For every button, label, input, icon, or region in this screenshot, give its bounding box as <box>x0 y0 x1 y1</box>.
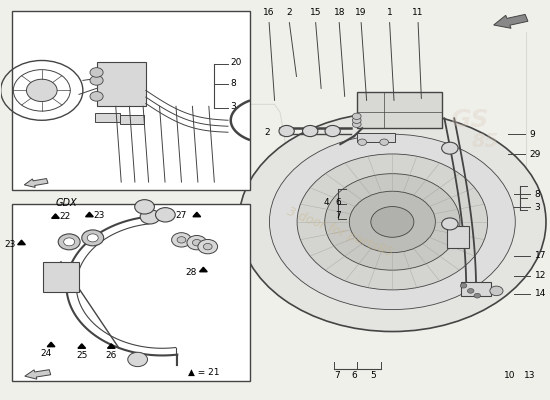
Ellipse shape <box>324 174 460 270</box>
Circle shape <box>135 200 155 214</box>
Polygon shape <box>86 212 94 217</box>
FancyArrow shape <box>24 178 48 188</box>
Text: GS: GS <box>450 108 488 132</box>
Text: 19: 19 <box>355 8 367 17</box>
Bar <box>357 92 442 128</box>
Circle shape <box>172 233 191 247</box>
Circle shape <box>90 92 103 101</box>
Polygon shape <box>47 342 55 347</box>
Text: 28: 28 <box>185 268 197 277</box>
FancyArrow shape <box>25 370 51 379</box>
Bar <box>447 226 469 248</box>
Circle shape <box>64 238 75 246</box>
Circle shape <box>442 218 458 230</box>
Text: 9: 9 <box>529 130 535 139</box>
Circle shape <box>460 283 467 288</box>
Circle shape <box>58 234 80 250</box>
Polygon shape <box>78 344 86 348</box>
Bar <box>12 204 250 381</box>
Text: 12: 12 <box>535 271 546 280</box>
Circle shape <box>204 244 212 250</box>
Circle shape <box>90 76 103 85</box>
Text: 5: 5 <box>370 371 376 380</box>
Text: 4: 4 <box>324 198 329 207</box>
Text: 6: 6 <box>336 198 342 207</box>
Bar <box>97 62 146 106</box>
Text: ▲ = 21: ▲ = 21 <box>188 368 220 377</box>
Ellipse shape <box>349 191 436 253</box>
Ellipse shape <box>297 154 488 290</box>
Text: 10: 10 <box>504 371 516 380</box>
Circle shape <box>490 286 503 296</box>
Circle shape <box>87 234 98 242</box>
Circle shape <box>26 79 57 102</box>
Polygon shape <box>107 344 115 348</box>
Text: 24: 24 <box>40 350 51 358</box>
Text: 26: 26 <box>106 351 117 360</box>
Text: 23: 23 <box>94 211 105 220</box>
Text: 27: 27 <box>175 211 187 220</box>
Text: 25: 25 <box>76 351 87 360</box>
FancyArrow shape <box>494 14 528 28</box>
Polygon shape <box>52 214 59 218</box>
Circle shape <box>177 237 186 243</box>
Circle shape <box>325 126 340 137</box>
Text: 20: 20 <box>231 58 242 67</box>
Circle shape <box>82 230 103 246</box>
Bar <box>96 113 119 122</box>
Circle shape <box>353 121 361 128</box>
Circle shape <box>358 139 367 145</box>
Circle shape <box>140 210 160 224</box>
Circle shape <box>90 68 103 77</box>
Text: 8: 8 <box>535 190 541 198</box>
Text: 3 door for parts85: 3 door for parts85 <box>285 205 395 259</box>
Circle shape <box>187 236 207 250</box>
Text: 23: 23 <box>4 240 16 249</box>
Bar <box>43 262 79 292</box>
Circle shape <box>128 352 147 367</box>
Circle shape <box>279 126 294 137</box>
Text: 85: 85 <box>472 132 499 150</box>
Circle shape <box>442 142 458 154</box>
Text: 8: 8 <box>231 79 236 88</box>
Polygon shape <box>200 267 207 272</box>
Text: 2: 2 <box>265 128 270 137</box>
Text: 22: 22 <box>60 212 71 221</box>
Text: 3: 3 <box>231 102 236 111</box>
Text: 6: 6 <box>351 371 357 380</box>
Ellipse shape <box>270 134 515 310</box>
Bar <box>461 282 491 296</box>
Polygon shape <box>18 240 25 245</box>
Text: 18: 18 <box>333 8 345 17</box>
Ellipse shape <box>371 206 414 237</box>
Text: 7: 7 <box>336 212 342 220</box>
Text: 14: 14 <box>535 289 546 298</box>
Text: 2: 2 <box>287 8 292 17</box>
Text: 17: 17 <box>535 251 546 260</box>
Text: GDX: GDX <box>56 198 77 208</box>
Text: 13: 13 <box>524 371 535 380</box>
Bar <box>120 116 144 124</box>
Circle shape <box>353 117 361 124</box>
Circle shape <box>468 288 474 293</box>
Text: 15: 15 <box>310 8 321 17</box>
Text: 7: 7 <box>335 371 340 380</box>
Text: 1: 1 <box>387 8 393 17</box>
Bar <box>12 11 250 190</box>
Bar <box>357 134 395 142</box>
Text: 11: 11 <box>412 8 424 17</box>
Circle shape <box>156 208 175 222</box>
Circle shape <box>353 113 361 120</box>
Circle shape <box>192 240 201 246</box>
Text: 29: 29 <box>529 150 541 159</box>
Circle shape <box>379 139 388 145</box>
Polygon shape <box>193 212 201 217</box>
Text: 16: 16 <box>263 8 275 17</box>
Circle shape <box>474 293 481 298</box>
Text: 3: 3 <box>535 203 541 212</box>
Ellipse shape <box>239 112 546 332</box>
Circle shape <box>302 126 318 137</box>
Circle shape <box>198 240 218 254</box>
